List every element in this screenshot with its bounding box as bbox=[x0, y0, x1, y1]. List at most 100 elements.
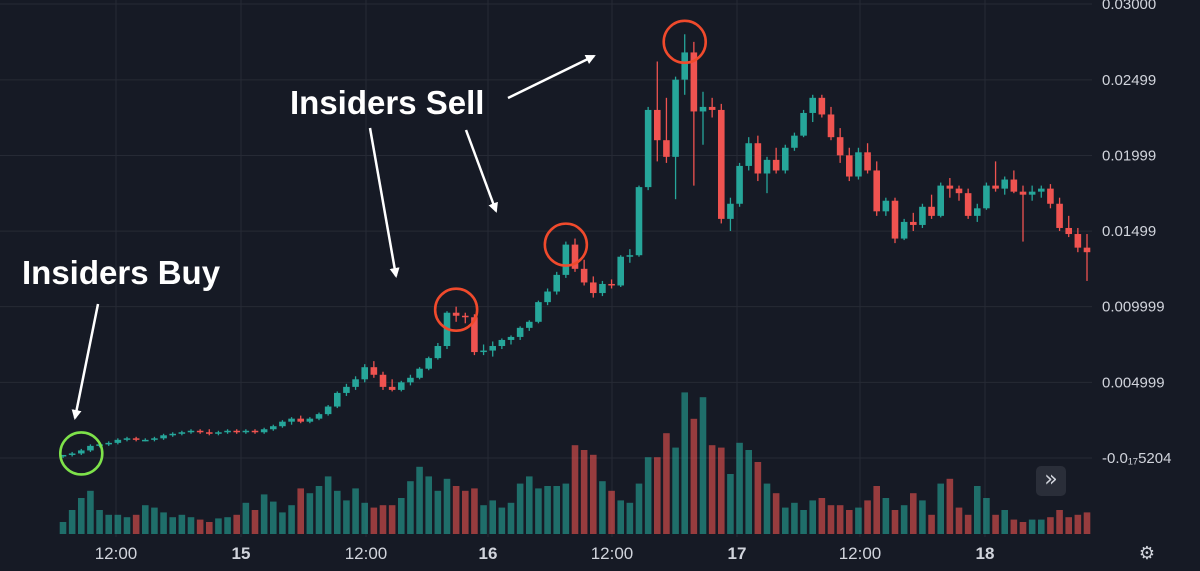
candle-body bbox=[626, 255, 634, 257]
volume-bar bbox=[809, 500, 817, 534]
volume-bars bbox=[59, 392, 1091, 534]
candle-body bbox=[425, 358, 433, 369]
candle-body bbox=[672, 79, 679, 157]
volume-bar bbox=[132, 514, 140, 534]
volume-bar bbox=[617, 500, 625, 534]
volume-bar bbox=[855, 507, 862, 534]
y-tick-label: 0.009999 bbox=[1102, 299, 1165, 316]
volume-bar bbox=[452, 486, 460, 534]
candle-body bbox=[151, 438, 158, 440]
candle-body bbox=[1065, 227, 1073, 235]
candle-body bbox=[663, 140, 670, 157]
candle-body bbox=[87, 445, 94, 451]
volume-bar bbox=[635, 483, 643, 534]
candle-body bbox=[123, 438, 131, 440]
candle-body bbox=[224, 430, 231, 433]
candle-body bbox=[516, 327, 524, 337]
candle-body bbox=[717, 109, 725, 219]
volume-bar bbox=[425, 476, 433, 534]
volume-bar bbox=[544, 486, 551, 534]
y-tick-label: 0.004999 bbox=[1102, 374, 1165, 391]
volume-bar bbox=[379, 505, 387, 534]
volume-bar bbox=[498, 507, 506, 534]
volume-bar bbox=[114, 514, 122, 534]
x-tick-label: 12:00 bbox=[95, 544, 138, 563]
candle-body bbox=[727, 203, 734, 219]
candle-body bbox=[946, 185, 954, 189]
candle-body bbox=[114, 439, 122, 443]
volume-bar bbox=[297, 488, 305, 534]
volume-bar bbox=[553, 486, 561, 534]
volume-bar bbox=[169, 517, 177, 534]
volume-bar bbox=[800, 510, 807, 534]
candle-body bbox=[1037, 188, 1045, 192]
volume-bar bbox=[388, 505, 396, 534]
candle-body bbox=[653, 109, 661, 141]
volume-bar bbox=[626, 502, 634, 534]
candle-body bbox=[242, 430, 250, 433]
volume-bar bbox=[1047, 517, 1054, 534]
volume-bar bbox=[516, 483, 524, 534]
candle-body bbox=[1083, 247, 1091, 253]
buy-arrow bbox=[71, 303, 100, 420]
candle-body bbox=[260, 429, 268, 433]
volume-bar bbox=[480, 505, 487, 534]
insiders-sell-label: Insiders Sell bbox=[290, 84, 484, 121]
volume-bar bbox=[461, 490, 469, 534]
sell-marker-circle-3 bbox=[662, 19, 708, 65]
candle-body bbox=[589, 282, 597, 294]
y-tick-label: 0.02499 bbox=[1102, 72, 1156, 89]
candle-body bbox=[480, 350, 487, 353]
volume-bar bbox=[205, 522, 213, 534]
candle-body bbox=[59, 454, 67, 457]
volume-bar bbox=[178, 514, 186, 534]
volume-bar bbox=[589, 454, 597, 534]
candle-body bbox=[836, 137, 844, 156]
candle-body bbox=[407, 377, 414, 383]
candle-body bbox=[882, 200, 890, 212]
x-tick-label: 17 bbox=[728, 544, 747, 563]
candle-body bbox=[269, 426, 277, 430]
y-tick-label: 0.01999 bbox=[1102, 147, 1156, 164]
candle-body bbox=[553, 274, 561, 292]
candle-body bbox=[809, 97, 817, 113]
volume-bar bbox=[818, 498, 826, 534]
x-tick-label: 18 bbox=[976, 544, 995, 563]
volume-bar bbox=[443, 478, 451, 534]
scroll-to-realtime-button[interactable]: » bbox=[1036, 466, 1066, 496]
candle-body bbox=[507, 336, 515, 340]
candle-body bbox=[1019, 191, 1027, 195]
volume-bar bbox=[992, 514, 999, 534]
candle-body bbox=[699, 106, 707, 112]
volume-bar bbox=[580, 450, 588, 534]
volume-bar bbox=[151, 507, 158, 534]
grid-lines bbox=[0, 0, 1092, 537]
candle-body bbox=[973, 208, 981, 216]
volume-bar bbox=[562, 483, 570, 534]
candle-body bbox=[525, 321, 533, 328]
volume-bar bbox=[416, 466, 423, 534]
candle-body bbox=[763, 159, 771, 174]
candle-body bbox=[297, 418, 305, 422]
volume-bar bbox=[352, 488, 359, 534]
candle-body bbox=[983, 185, 990, 209]
sell-marker-circle-2 bbox=[543, 222, 589, 267]
candle-body bbox=[608, 283, 615, 286]
candle-body bbox=[388, 386, 396, 390]
volume-bar bbox=[964, 514, 972, 534]
volume-bar bbox=[215, 518, 222, 534]
volume-bar bbox=[1010, 519, 1018, 534]
volume-bar bbox=[1001, 510, 1009, 534]
candle-body bbox=[535, 302, 542, 322]
sell-arrow-2 bbox=[464, 129, 498, 213]
volume-bar bbox=[1019, 522, 1027, 534]
volume-bar bbox=[873, 486, 881, 534]
volume-bar bbox=[937, 483, 945, 534]
candle-body bbox=[599, 283, 606, 294]
candle-body bbox=[132, 438, 140, 440]
volume-bar bbox=[260, 494, 268, 534]
volume-bar bbox=[983, 498, 990, 534]
volume-bar bbox=[507, 502, 515, 534]
settings-icon[interactable]: ⚙ bbox=[1138, 543, 1156, 564]
